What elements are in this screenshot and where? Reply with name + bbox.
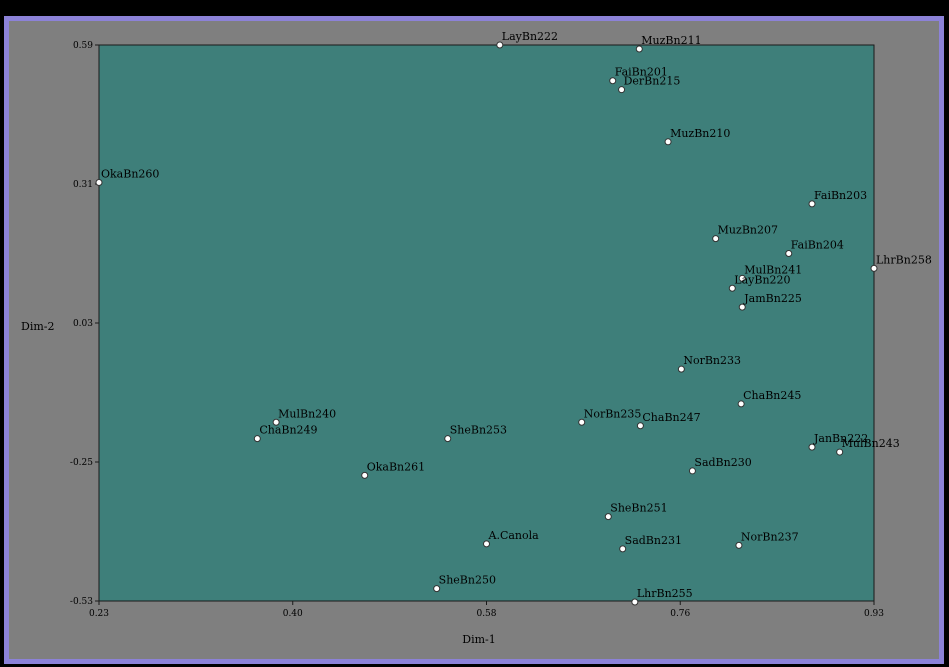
point-label: FaiBn203 [814,189,867,202]
x-tick-label: 0.58 [476,609,496,619]
point-label: SheBn250 [439,574,496,587]
point-label: JamBn225 [743,292,802,305]
x-axis-ticks: 0.23 0.40 0.58 0.76 0.93 [89,601,884,619]
point-label: MulBn243 [842,437,900,450]
data-point [272,418,280,426]
x-tick-label: 0.93 [864,609,884,619]
data-point [737,400,745,408]
data-point [95,179,103,187]
point-label: SheBn251 [610,502,667,515]
data-point [609,77,617,85]
data-point [604,513,612,521]
point-label: LayBn220 [734,273,790,286]
point-label: NorBn233 [683,354,741,367]
data-point [738,303,746,311]
data-point [836,448,844,456]
point-label: OkaBn260 [101,168,159,181]
point-label: MuzBn211 [641,34,701,47]
data-point [496,41,504,49]
data-point [728,284,736,292]
data-point [712,235,720,243]
y-tick-label: 0.59 [73,41,93,51]
x-axis-title: Dim-1 [462,633,495,646]
data-point [578,418,586,426]
y-axis-ticks: 0.59 0.31 0.03 -0.25 -0.53 [70,41,99,607]
data-point [619,545,627,553]
y-axis-title: Dim-2 [21,320,54,333]
point-label: DerBn215 [624,75,681,88]
data-point [635,45,643,53]
data-point [785,250,793,257]
data-point [808,200,816,208]
point-label: LhrBn258 [876,253,932,266]
data-point [433,585,441,593]
data-point [808,443,816,451]
data-point [688,467,696,475]
data-point [253,435,261,443]
point-label: ChaBn245 [743,389,801,402]
x-tick-label: 0.76 [670,609,690,619]
point-label: LhrBn255 [637,587,693,600]
data-point [677,365,685,373]
point-label: A.Canola [488,529,540,542]
point-label: ChaBn247 [642,411,700,424]
data-point [631,598,639,606]
point-label: JanBn222 [813,432,868,445]
y-tick-label: -0.25 [70,458,93,468]
data-point [738,274,746,282]
point-label: NorBn237 [741,530,799,543]
chart-frame: 0.23 0.40 0.58 0.76 0.93 0.59 0.31 0.03 -0.25 -0… [4,16,944,664]
x-tick-label: 0.23 [89,609,109,619]
point-label: OkaBn261 [367,460,425,473]
point-label: MulBn240 [278,407,336,420]
data-point [444,435,452,443]
data-point [361,471,369,479]
x-tick-label: 0.40 [283,609,303,619]
point-label: MuzBn210 [670,127,730,140]
point-label: LayBn222 [502,30,558,43]
point-label: ChaBn249 [259,424,317,437]
point-label: FaiBn204 [791,239,844,252]
data-point [483,540,490,548]
data-point [664,138,672,146]
data-point [870,264,878,272]
point-label: MuzBn207 [718,224,778,237]
y-tick-label: -0.53 [70,597,93,607]
scatter-chart: 0.23 0.40 0.58 0.76 0.93 0.59 0.31 0.03 -0.25 -0… [21,30,932,646]
point-label: SadBn231 [625,534,682,547]
point-label: NorBn235 [584,407,642,420]
point-label: SadBn230 [694,456,751,469]
y-tick-label: 0.31 [73,180,93,190]
point-label: FaiBn201 [615,66,668,79]
data-point [636,422,644,430]
data-point [618,86,626,94]
point-label: SheBn253 [450,424,507,437]
point-label: MulBn241 [744,263,802,276]
plot-area [98,44,875,602]
data-point [735,541,743,549]
y-tick-label: 0.03 [73,319,93,329]
